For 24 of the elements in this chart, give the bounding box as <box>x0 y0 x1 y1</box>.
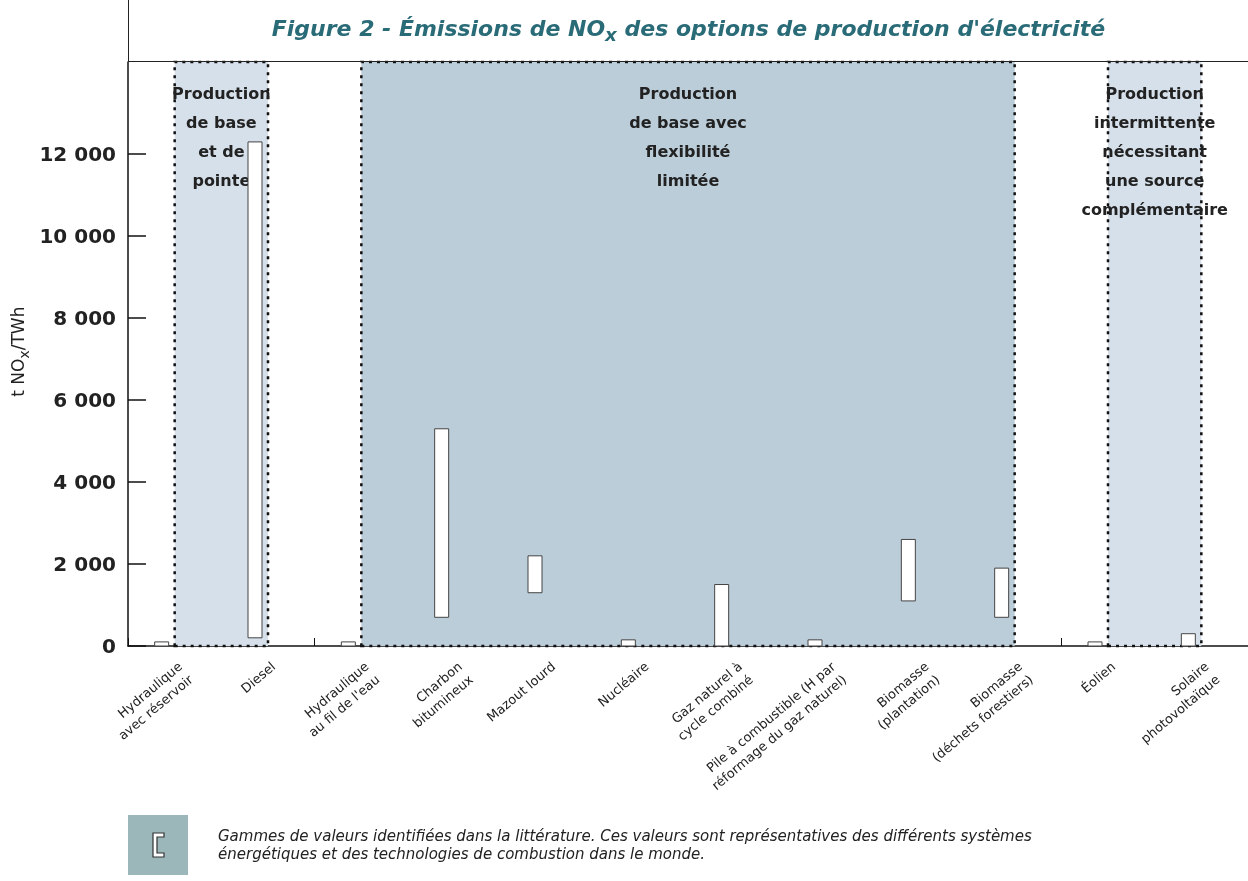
band-label: Production de base avec flexibilité limitée <box>629 83 747 190</box>
text: Gammes de valeurs identifiées dans la littérature. Ces valeurs sont représentatives des différents systèmes énergétiques et des technologies de combustion dans le monde. <box>218 827 1033 863</box>
bar <box>714 584 730 647</box>
bar <box>1087 641 1103 647</box>
bar <box>620 639 636 647</box>
y-tick-label: 8 000 <box>53 306 116 331</box>
y-tick-label: 12 000 <box>39 142 116 167</box>
y-tick-label: 10 000 <box>39 224 116 249</box>
band-label: Production de base et de pointe <box>172 83 271 190</box>
y-tick-label: 6 000 <box>53 388 116 413</box>
bar <box>900 538 916 602</box>
bar <box>527 555 543 594</box>
y-tick-label: 4 000 <box>53 470 116 495</box>
y-tick-label: 2 000 <box>53 552 116 577</box>
band-label: Production intermittente nécessitant une source complémentaire <box>1081 83 1229 219</box>
bar <box>994 567 1010 618</box>
bar <box>807 639 823 647</box>
bar <box>154 641 170 647</box>
bar <box>1180 633 1196 647</box>
bar <box>247 141 263 639</box>
y-tick-label: 0 <box>102 634 116 658</box>
bar <box>434 428 450 618</box>
chart-title: Figure 2 - Émissions de NO$_{x}$ des options de production d'électricité <box>271 15 1106 46</box>
bar <box>340 641 356 647</box>
